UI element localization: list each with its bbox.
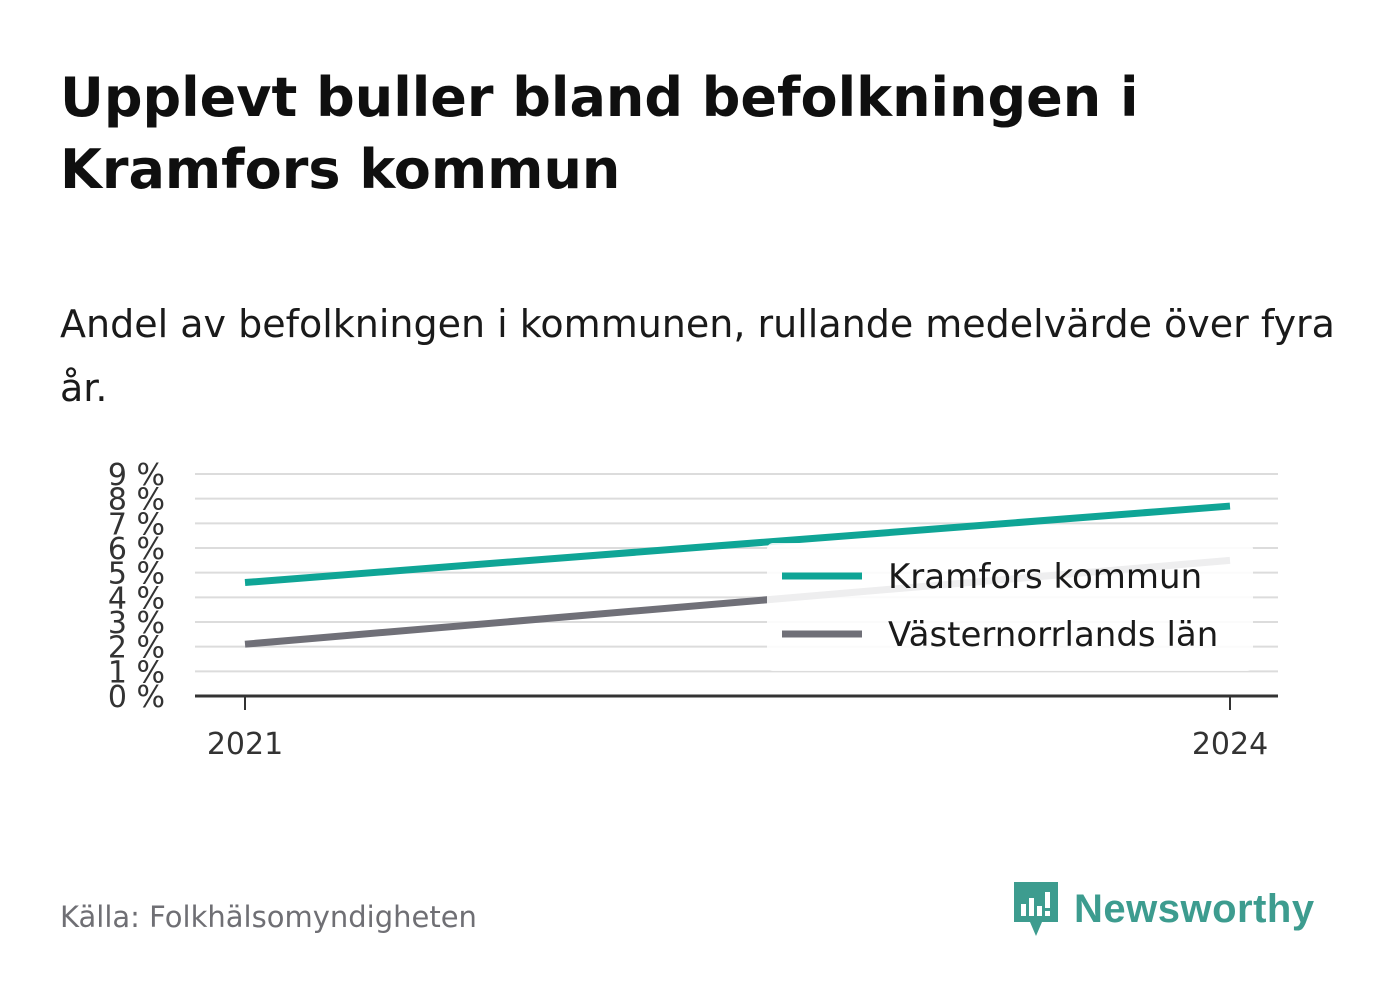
y-tick-label: 5 %	[108, 557, 165, 592]
line-chart: 0 %1 %2 %3 %4 %5 %6 %7 %8 %9 % 2021 2024 …	[108, 458, 1278, 762]
y-tick-label: 2 %	[108, 631, 165, 666]
x-tick-label: 2021	[207, 727, 283, 762]
y-tick-label: 0 %	[108, 680, 165, 715]
y-tick-label: 1 %	[108, 655, 165, 690]
y-tick-label: 7 %	[108, 507, 165, 542]
y-tick-labels: 0 %1 %2 %3 %4 %5 %6 %7 %8 %9 %	[108, 458, 165, 715]
y-tick-label: 8 %	[108, 483, 165, 518]
y-tick-label: 3 %	[108, 606, 165, 641]
brand-name: Newsworthy	[1074, 886, 1315, 931]
y-tick-label: 4 %	[108, 581, 165, 616]
chart-title: Upplevt buller bland befolkningen i Kram…	[60, 66, 1139, 201]
brand-logo: Newsworthy	[1010, 878, 1315, 940]
x-tick-labels: 2021 2024	[207, 696, 1268, 762]
y-tick-label: 9 %	[108, 458, 165, 493]
source-text: Källa: Folkhälsomyndigheten	[60, 900, 477, 934]
series-line	[244, 502, 1231, 587]
y-tick-label: 6 %	[108, 532, 165, 567]
legend: Kramfors kommun Västernorrlands län	[767, 543, 1253, 671]
chart-subtitle: Andel av befolkningen i kommunen, rullan…	[60, 302, 1335, 410]
legend-label: Västernorrlands län	[888, 615, 1218, 655]
legend-box	[767, 543, 1253, 671]
x-tick-label: 2024	[1192, 727, 1268, 762]
newsworthy-logo-icon	[1014, 882, 1058, 936]
legend-label: Kramfors kommun	[888, 557, 1202, 597]
